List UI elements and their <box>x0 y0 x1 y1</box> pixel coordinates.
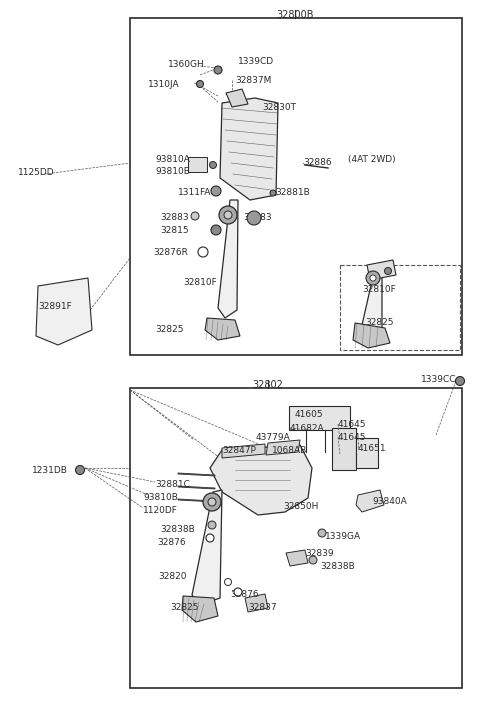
Circle shape <box>366 271 380 285</box>
Text: 32883: 32883 <box>243 213 272 222</box>
Circle shape <box>206 534 214 542</box>
Text: 32850H: 32850H <box>283 502 318 511</box>
Text: 32825: 32825 <box>170 603 199 612</box>
Polygon shape <box>222 444 265 458</box>
Circle shape <box>224 211 232 219</box>
Text: 1360GH: 1360GH <box>168 60 205 69</box>
Text: 1311FA: 1311FA <box>178 188 211 197</box>
Text: 32883: 32883 <box>160 213 189 222</box>
Polygon shape <box>182 596 218 622</box>
Text: 41605: 41605 <box>295 410 324 419</box>
Text: 93810A: 93810A <box>155 155 190 164</box>
Circle shape <box>370 275 376 281</box>
Text: 1125DD: 1125DD <box>18 168 55 177</box>
Bar <box>130 388 462 688</box>
Text: 32891F: 32891F <box>38 302 72 311</box>
Text: 93840A: 93840A <box>372 497 407 506</box>
Circle shape <box>214 66 222 74</box>
Polygon shape <box>210 445 312 515</box>
Polygon shape <box>178 486 215 489</box>
Text: 32837M: 32837M <box>235 76 271 85</box>
Polygon shape <box>362 272 382 338</box>
Polygon shape <box>205 318 240 340</box>
Text: 32802: 32802 <box>252 380 283 390</box>
Text: 1231DB: 1231DB <box>32 466 68 475</box>
Text: 1339CC: 1339CC <box>420 375 456 384</box>
Polygon shape <box>353 323 390 348</box>
Text: 32881C: 32881C <box>155 480 190 489</box>
Text: 41645: 41645 <box>338 433 367 442</box>
Text: 32825: 32825 <box>155 325 183 334</box>
Bar <box>332 428 356 470</box>
Circle shape <box>208 498 216 506</box>
Bar <box>289 406 350 430</box>
Circle shape <box>270 190 276 196</box>
Text: 32830T: 32830T <box>262 103 296 112</box>
Polygon shape <box>36 278 92 345</box>
Text: 32876: 32876 <box>230 590 259 599</box>
Text: 1310JA: 1310JA <box>148 80 180 89</box>
Circle shape <box>456 376 465 385</box>
Text: 41682A: 41682A <box>290 424 324 433</box>
Text: 32820: 32820 <box>158 572 187 581</box>
Circle shape <box>318 529 326 537</box>
Bar <box>356 438 378 468</box>
Circle shape <box>211 186 221 196</box>
Circle shape <box>384 268 392 275</box>
Text: (4AT 2WD): (4AT 2WD) <box>348 155 396 164</box>
Text: 41645: 41645 <box>338 420 367 429</box>
Text: 32800B: 32800B <box>276 10 314 20</box>
Text: 1339CD: 1339CD <box>238 57 274 66</box>
Polygon shape <box>188 157 207 172</box>
Circle shape <box>209 162 216 169</box>
Text: 43779A: 43779A <box>256 433 291 442</box>
Circle shape <box>219 206 237 224</box>
Circle shape <box>211 225 221 235</box>
Polygon shape <box>178 499 215 502</box>
Bar <box>340 265 460 350</box>
Circle shape <box>225 578 231 585</box>
Text: 1120DF: 1120DF <box>143 506 178 515</box>
Polygon shape <box>192 490 222 605</box>
Circle shape <box>198 247 208 257</box>
Circle shape <box>247 211 261 225</box>
Text: 93810B: 93810B <box>143 493 178 502</box>
Text: 32876: 32876 <box>157 538 186 547</box>
Text: 32876R: 32876R <box>153 248 188 257</box>
Circle shape <box>191 212 199 220</box>
Polygon shape <box>178 473 215 476</box>
Text: 32838B: 32838B <box>320 562 355 571</box>
Polygon shape <box>266 440 300 455</box>
Polygon shape <box>367 260 396 280</box>
Text: 1339GA: 1339GA <box>325 532 361 541</box>
Polygon shape <box>220 98 278 200</box>
Text: 32881B: 32881B <box>275 188 310 197</box>
Polygon shape <box>226 89 248 107</box>
Text: 93810B: 93810B <box>155 167 190 176</box>
Text: 1068AB: 1068AB <box>272 446 307 455</box>
Text: 32837: 32837 <box>248 603 276 612</box>
Text: 32815: 32815 <box>160 226 189 235</box>
Circle shape <box>208 521 216 529</box>
Text: 32810F: 32810F <box>362 285 396 294</box>
Circle shape <box>234 588 242 596</box>
Polygon shape <box>245 594 268 612</box>
Text: 32810F: 32810F <box>183 278 217 287</box>
Circle shape <box>309 556 317 564</box>
Text: 41651: 41651 <box>358 444 386 453</box>
Text: 32838B: 32838B <box>160 525 195 534</box>
Text: 32839: 32839 <box>305 549 334 558</box>
Polygon shape <box>356 490 384 512</box>
Polygon shape <box>218 200 238 318</box>
Circle shape <box>75 465 84 474</box>
Polygon shape <box>286 550 308 566</box>
Circle shape <box>196 80 204 88</box>
Bar <box>130 18 462 355</box>
Text: 32886: 32886 <box>303 158 332 167</box>
Text: 32825: 32825 <box>365 318 394 327</box>
Text: 32847P: 32847P <box>222 446 256 455</box>
Circle shape <box>203 493 221 511</box>
